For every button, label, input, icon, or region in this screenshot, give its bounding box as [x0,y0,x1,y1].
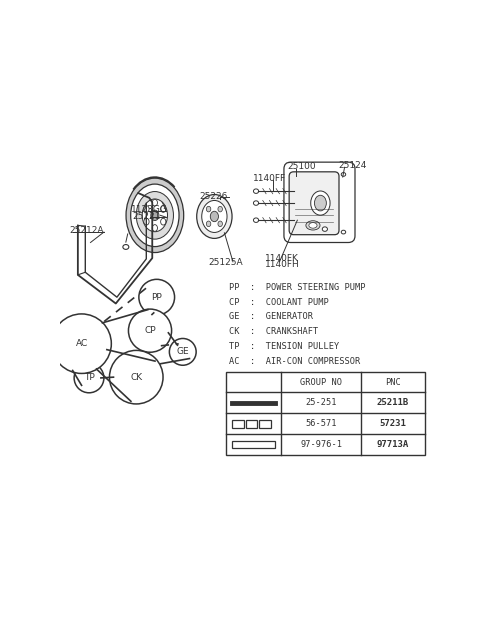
Text: 97713A: 97713A [377,440,409,449]
Text: 25100: 25100 [288,162,316,171]
FancyBboxPatch shape [289,172,339,235]
Text: 25124: 25124 [338,162,367,170]
Ellipse shape [341,172,346,176]
Ellipse shape [218,206,222,212]
Text: 97-976-1: 97-976-1 [300,440,342,449]
Text: PP  :  POWER STEERING PUMP: PP : POWER STEERING PUMP [229,282,366,292]
Ellipse shape [129,309,172,352]
Text: GE  :  GENERATOR: GE : GENERATOR [229,313,313,321]
Text: GROUP NO: GROUP NO [300,377,342,386]
Ellipse shape [306,221,320,230]
Ellipse shape [314,195,326,211]
Text: 25125A: 25125A [209,258,243,267]
Ellipse shape [253,189,259,193]
Text: CK  :  CRANKSHAFT: CK : CRANKSHAFT [229,327,319,337]
Ellipse shape [144,218,149,225]
Text: 1140FK: 1140FK [265,254,299,264]
Text: 25-251: 25-251 [305,398,337,408]
Text: 57231: 57231 [379,419,406,428]
Ellipse shape [206,206,211,212]
Ellipse shape [253,218,259,223]
Ellipse shape [152,225,157,231]
Ellipse shape [293,172,297,176]
Text: 1123GG: 1123GG [131,204,168,213]
Ellipse shape [109,350,163,404]
Text: GE: GE [177,347,189,357]
Ellipse shape [161,218,166,225]
Text: AC  :  AIR-CON COMPRESSOR: AC : AIR-CON COMPRESSOR [229,357,360,366]
Text: TP: TP [84,374,95,382]
Ellipse shape [197,194,232,238]
Ellipse shape [52,314,111,374]
Ellipse shape [309,223,317,228]
Ellipse shape [206,221,211,226]
Ellipse shape [142,199,168,231]
Bar [246,420,257,428]
Text: CK: CK [130,372,143,382]
Ellipse shape [293,230,297,234]
Ellipse shape [131,184,179,247]
Text: AC: AC [75,339,88,348]
Ellipse shape [161,206,166,213]
Ellipse shape [218,221,222,226]
Text: 25226: 25226 [200,191,228,201]
Ellipse shape [144,206,149,213]
Bar [226,372,424,455]
Ellipse shape [322,227,327,231]
Ellipse shape [152,199,157,206]
Ellipse shape [139,279,175,315]
Ellipse shape [169,338,196,365]
Text: 25212A: 25212A [69,226,104,235]
FancyBboxPatch shape [284,162,355,243]
Ellipse shape [210,211,218,221]
Ellipse shape [126,178,184,253]
Ellipse shape [341,230,346,234]
Bar [232,420,244,428]
Ellipse shape [311,191,330,215]
Ellipse shape [74,363,104,392]
Text: 1140FH: 1140FH [265,260,300,269]
Text: TP  :  TENSION PULLEY: TP : TENSION PULLEY [229,342,339,351]
Ellipse shape [202,201,227,233]
Bar [232,440,275,448]
Ellipse shape [123,245,129,249]
Text: 25211B: 25211B [377,398,409,408]
Text: 1140FF: 1140FF [252,174,286,184]
Ellipse shape [136,192,173,239]
Ellipse shape [151,210,159,221]
Text: 56-571: 56-571 [305,419,337,428]
Text: 25221: 25221 [132,212,161,221]
Text: PNC: PNC [385,377,401,386]
Text: CP  :  COOLANT PUMP: CP : COOLANT PUMP [229,298,329,306]
Ellipse shape [253,201,259,205]
Text: PP: PP [151,292,162,302]
Bar [259,420,271,428]
Text: CP: CP [144,326,156,335]
